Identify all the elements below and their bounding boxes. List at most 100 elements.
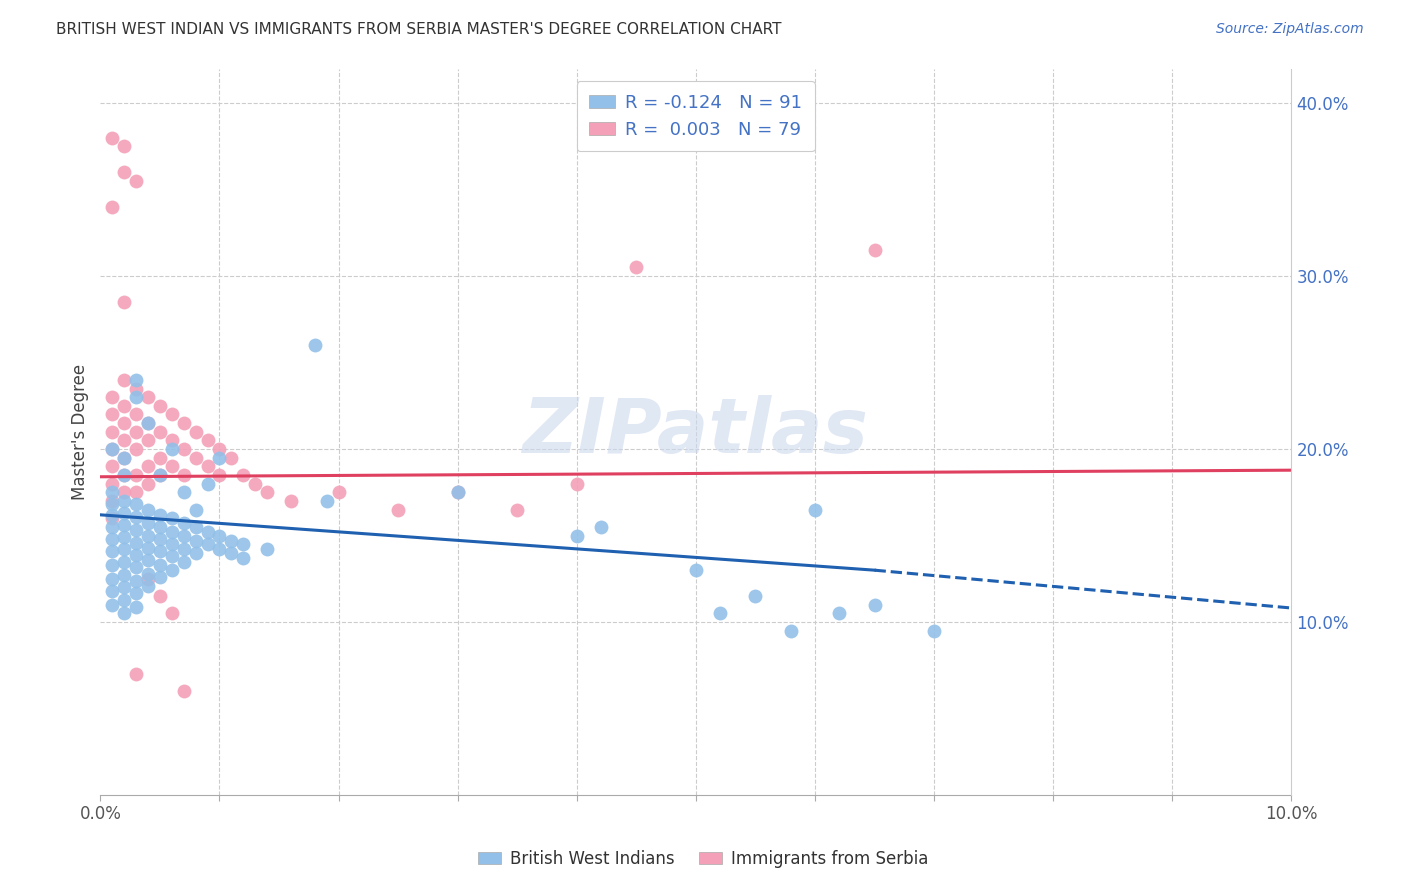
Point	[256, 485, 278, 500]
Point	[149, 544, 172, 558]
Point	[197, 537, 219, 551]
Point	[136, 416, 159, 430]
Point	[589, 520, 612, 534]
Point	[149, 558, 172, 572]
Point	[125, 559, 148, 574]
Point	[125, 599, 148, 614]
Point	[184, 502, 207, 516]
Point	[160, 434, 183, 448]
Point	[863, 598, 886, 612]
Point	[125, 382, 148, 396]
Point	[184, 425, 207, 439]
Point	[136, 572, 159, 586]
Point	[863, 243, 886, 257]
Point	[709, 607, 731, 621]
Point	[136, 553, 159, 567]
Point	[160, 511, 183, 525]
Point	[149, 399, 172, 413]
Point	[136, 416, 159, 430]
Point	[112, 450, 135, 465]
Point	[149, 532, 172, 546]
Point	[245, 476, 267, 491]
Point	[125, 498, 148, 512]
Point	[136, 541, 159, 555]
Point	[136, 434, 159, 448]
Point	[447, 485, 470, 500]
Point	[160, 607, 183, 621]
Point	[112, 468, 135, 483]
Point	[136, 502, 159, 516]
Point	[804, 502, 827, 516]
Point	[328, 485, 350, 500]
Point	[221, 546, 243, 560]
Point	[208, 528, 231, 542]
Point	[160, 525, 183, 540]
Point	[184, 546, 207, 560]
Point	[101, 498, 124, 512]
Point	[232, 551, 254, 566]
Point	[136, 390, 159, 404]
Point	[149, 570, 172, 584]
Legend: British West Indians, Immigrants from Serbia: British West Indians, Immigrants from Se…	[471, 844, 935, 875]
Point	[125, 485, 148, 500]
Point	[136, 476, 159, 491]
Point	[112, 592, 135, 607]
Point	[280, 494, 302, 508]
Point	[149, 425, 172, 439]
Point	[149, 520, 172, 534]
Point	[101, 442, 124, 456]
Point	[101, 532, 124, 546]
Text: BRITISH WEST INDIAN VS IMMIGRANTS FROM SERBIA MASTER'S DEGREE CORRELATION CHART: BRITISH WEST INDIAN VS IMMIGRANTS FROM S…	[56, 22, 782, 37]
Point	[112, 494, 135, 508]
Point	[136, 516, 159, 531]
Point	[125, 548, 148, 562]
Point	[136, 579, 159, 593]
Point	[112, 485, 135, 500]
Point	[101, 598, 124, 612]
Point	[387, 502, 409, 516]
Point	[184, 520, 207, 534]
Point	[112, 165, 135, 179]
Point	[125, 373, 148, 387]
Text: ZIPatlas: ZIPatlas	[523, 395, 869, 469]
Point	[160, 537, 183, 551]
Point	[173, 485, 195, 500]
Point	[101, 459, 124, 474]
Point	[173, 416, 195, 430]
Point	[197, 525, 219, 540]
Point	[101, 442, 124, 456]
Point	[101, 408, 124, 422]
Point	[828, 607, 851, 621]
Point	[565, 476, 588, 491]
Point	[160, 563, 183, 577]
Point	[208, 450, 231, 465]
Y-axis label: Master's Degree: Master's Degree	[72, 364, 89, 500]
Point	[101, 572, 124, 586]
Point	[160, 549, 183, 564]
Point	[922, 624, 945, 638]
Point	[304, 338, 326, 352]
Point	[184, 450, 207, 465]
Point	[149, 468, 172, 483]
Point	[136, 459, 159, 474]
Point	[112, 555, 135, 569]
Point	[112, 581, 135, 595]
Point	[112, 373, 135, 387]
Point	[101, 544, 124, 558]
Point	[173, 542, 195, 557]
Point	[101, 200, 124, 214]
Point	[125, 667, 148, 681]
Point	[149, 589, 172, 603]
Point	[160, 442, 183, 456]
Point	[744, 589, 766, 603]
Point	[112, 542, 135, 557]
Point	[125, 509, 148, 524]
Point	[626, 260, 648, 275]
Point	[112, 295, 135, 310]
Point	[780, 624, 803, 638]
Point	[149, 508, 172, 522]
Point	[160, 408, 183, 422]
Point	[125, 585, 148, 599]
Point	[232, 537, 254, 551]
Point	[184, 533, 207, 548]
